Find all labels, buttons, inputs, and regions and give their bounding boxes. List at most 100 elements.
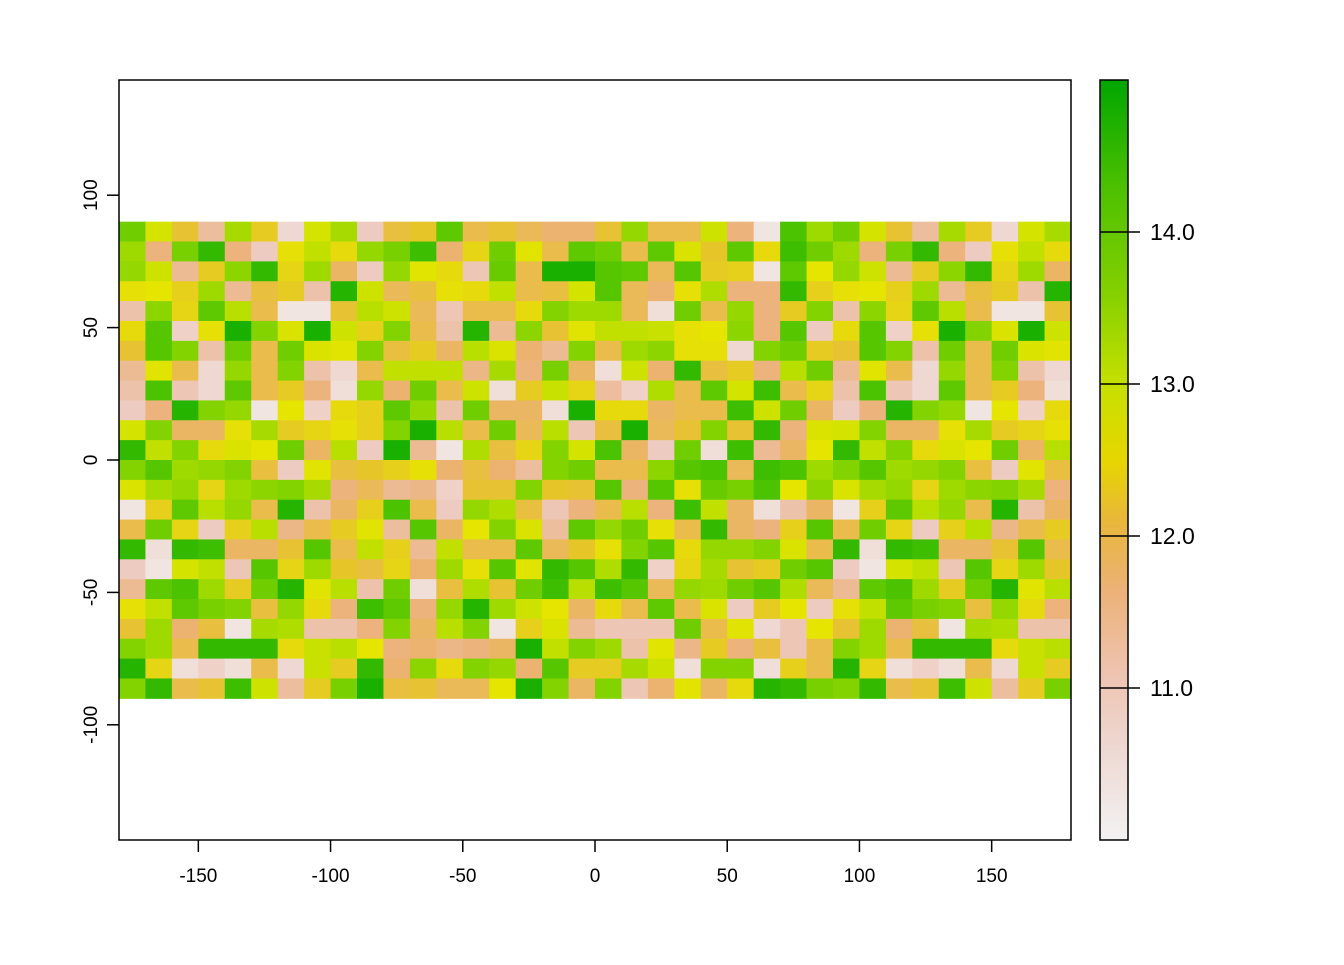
raster-cell (833, 281, 860, 302)
raster-cell (885, 440, 913, 461)
raster-cell (991, 301, 1019, 322)
raster-cell (277, 460, 305, 481)
raster-cell (753, 638, 781, 660)
raster-cell (700, 479, 728, 501)
raster-cell (647, 241, 675, 262)
raster-cell (436, 479, 464, 501)
raster-cell (595, 340, 622, 362)
raster-cell (753, 618, 781, 640)
raster-cell (753, 460, 781, 481)
raster-cell (436, 420, 464, 441)
raster-cell (938, 479, 966, 501)
raster-cell (938, 221, 966, 243)
raster-cell (251, 241, 279, 262)
raster-cell (409, 340, 437, 362)
raster-cell (674, 460, 702, 481)
raster-cell (780, 420, 808, 441)
raster-cell (700, 320, 728, 342)
raster-cell (859, 658, 887, 679)
raster-cell (277, 360, 305, 382)
raster-cell (436, 281, 464, 302)
raster-cell (542, 599, 570, 620)
raster-cell (885, 460, 913, 481)
raster-cell (224, 400, 252, 421)
x-tick-label: 100 (844, 866, 876, 887)
raster-cell (224, 440, 252, 461)
raster-cell (991, 618, 1019, 640)
raster-cell (171, 221, 199, 243)
raster-cell (489, 638, 517, 660)
raster-cell (357, 281, 384, 302)
raster-cell (198, 678, 226, 699)
raster-cell (198, 559, 226, 580)
raster-cell (1018, 599, 1046, 620)
raster-cell (251, 320, 279, 342)
raster-cell (304, 658, 332, 679)
raster-cell (277, 320, 305, 342)
raster-cell (277, 301, 305, 322)
raster-cell (965, 261, 993, 282)
raster-cell (938, 599, 966, 620)
raster-cell (912, 539, 940, 560)
raster-cell (515, 618, 543, 640)
raster-cell (542, 479, 570, 501)
raster-cell (674, 479, 702, 501)
raster-cell (780, 519, 808, 540)
raster-cell (171, 519, 199, 540)
raster-cell (780, 241, 808, 262)
raster-cell (119, 360, 146, 382)
raster-cell (119, 519, 146, 540)
raster-cell (515, 460, 543, 481)
raster-cell (462, 380, 490, 401)
raster-cell (806, 400, 834, 421)
raster-cell (674, 499, 702, 521)
raster-cell (991, 380, 1019, 401)
raster-cell (780, 638, 808, 660)
raster-cell (171, 241, 199, 262)
raster-cell (727, 618, 755, 640)
raster-cell (409, 420, 437, 441)
raster-cell (119, 320, 146, 342)
raster-cell (1018, 460, 1046, 481)
raster-cell (224, 301, 252, 322)
raster-cell (912, 320, 940, 342)
raster-cell (965, 618, 993, 640)
raster-cell (119, 579, 146, 600)
raster-cell (727, 261, 755, 282)
raster-cell (1018, 360, 1046, 382)
raster-cell (727, 360, 755, 382)
raster-cell (277, 221, 305, 243)
raster-cell (357, 539, 384, 560)
raster-cell (727, 658, 755, 679)
raster-cell (119, 460, 146, 481)
raster-cell (621, 599, 649, 620)
raster-cell (1044, 261, 1072, 282)
raster-cell (621, 460, 649, 481)
raster-cell (515, 579, 543, 600)
raster-cell (965, 301, 993, 322)
raster-cell (409, 380, 437, 401)
raster-cell (277, 539, 305, 560)
raster-cell (304, 301, 332, 322)
raster-cell (119, 479, 146, 501)
raster-cell (965, 320, 993, 342)
raster-cell (145, 420, 173, 441)
raster-cell (357, 380, 384, 401)
raster-cell (780, 658, 808, 679)
raster-cell (119, 638, 146, 660)
raster-cell (171, 460, 199, 481)
raster-cell (885, 599, 913, 620)
raster-cell (859, 599, 887, 620)
raster-cell (171, 678, 199, 699)
raster-cell (938, 241, 966, 262)
raster-cell (515, 420, 543, 441)
raster-cell (1018, 658, 1046, 679)
raster-cell (912, 460, 940, 481)
raster-cell (224, 539, 252, 560)
raster-cell (859, 519, 887, 540)
raster-cell (489, 579, 517, 600)
raster-cell (780, 460, 808, 481)
raster-cell (727, 400, 755, 421)
raster-cell (595, 320, 622, 342)
raster-cell (383, 320, 411, 342)
